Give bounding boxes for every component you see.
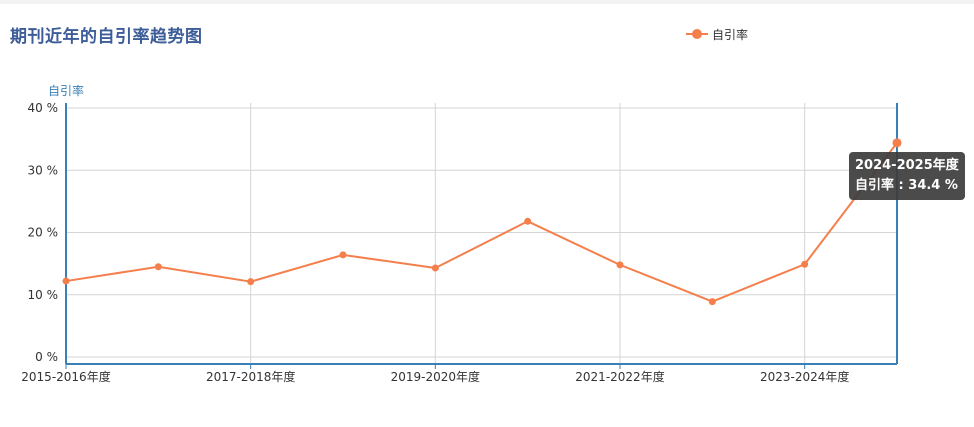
legend-line-marker-icon [686, 26, 708, 42]
legend[interactable]: 自引率 [686, 26, 748, 42]
tooltip-title: 2024-2025年度 [855, 158, 959, 173]
chart-title: 期刊近年的自引率趋势图 [10, 27, 203, 47]
series-line [65, 142, 898, 303]
x-tick-label: 2015-2016年度 [21, 369, 110, 384]
data-point [62, 277, 70, 285]
tooltip-value: 34.4 % [908, 178, 958, 193]
data-point [431, 264, 439, 272]
data-point [524, 217, 532, 225]
data-point [616, 261, 624, 269]
data-point [339, 251, 347, 259]
data-point [247, 278, 255, 286]
x-tick-label: 2019-2020年度 [391, 369, 480, 384]
y-tick-label: 40 % [28, 101, 59, 115]
top-divider [0, 0, 974, 4]
tooltip-series-label: 自引率 [855, 178, 895, 193]
data-point [801, 260, 809, 268]
x-tick-label: 2017-2018年度 [206, 369, 295, 384]
y-tick-label: 30 % [28, 163, 59, 177]
x-tick-label: 2023-2024年度 [760, 369, 849, 384]
data-tooltip: 2024-2025年度 自引率 : 34.4 % [849, 152, 965, 200]
x-tick-label: 2021-2022年度 [575, 369, 664, 384]
tooltip-separator: : [894, 178, 909, 193]
legend-label: 自引率 [712, 27, 749, 42]
y-axis-title: 自引率 [48, 83, 84, 98]
data-point [154, 263, 162, 271]
y-tick-label: 10 % [28, 288, 59, 302]
y-tick-label: 20 % [28, 226, 59, 240]
y-tick-label: 0 % [35, 350, 58, 364]
data-point [892, 138, 902, 148]
tooltip-value-row: 自引率 : 34.4 % [855, 176, 959, 196]
data-point [708, 298, 716, 306]
